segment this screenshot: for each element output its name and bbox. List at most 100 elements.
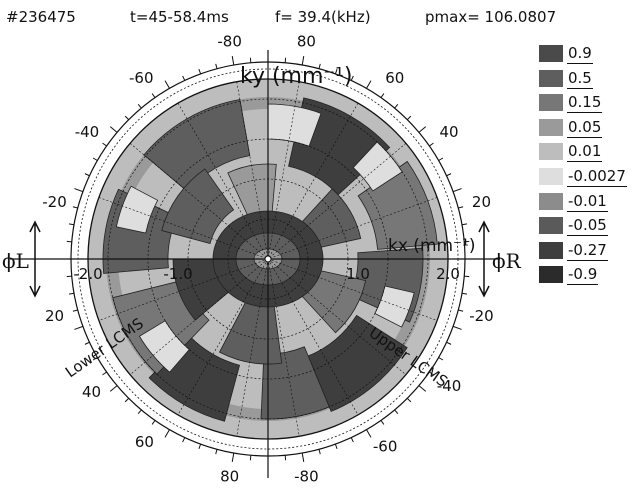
angle-tick-label: 60 [385, 69, 404, 87]
legend-label: -0.05 [567, 216, 608, 237]
angle-tick-mark [301, 56, 305, 66]
angle-tick-label: -40 [437, 377, 462, 395]
legend-swatch [539, 69, 563, 87]
legend-swatch [539, 241, 563, 259]
legend-label: 0.05 [567, 117, 603, 138]
angle-tick-mark [318, 63, 321, 69]
angle-tick-mark [151, 93, 156, 98]
angle-tick-mark [182, 75, 186, 81]
phi-right-label: ϕR [492, 249, 522, 273]
legend-label: 0.5 [567, 68, 593, 89]
angle-tick-mark [92, 357, 98, 361]
x-tick-label: -2.0 [73, 265, 102, 283]
angle-tick-mark [84, 341, 90, 345]
angle-tick-mark [109, 385, 118, 392]
ky-axis-label: ky (mm⁻¹) [240, 64, 352, 89]
frequency: f= 39.4(kHz) [275, 8, 371, 26]
angle-tick-label: 40 [439, 123, 458, 141]
angle-tick-label: -60 [373, 437, 398, 455]
phi-left-label: ϕL [2, 249, 29, 273]
x-tick-label: 2.0 [436, 265, 460, 283]
angle-tick-mark [418, 126, 427, 133]
legend-swatch [539, 217, 563, 235]
angle-tick-mark [394, 103, 399, 109]
angle-tick-label: -60 [129, 69, 154, 87]
angle-tick-mark [231, 56, 235, 66]
contour-region [115, 185, 159, 234]
angle-tick-mark [215, 449, 218, 455]
angle-tick-mark [458, 206, 464, 209]
contour-map [88, 79, 448, 439]
time-window: t=45-58.4ms [130, 8, 229, 26]
legend-label: -0.9 [567, 265, 599, 286]
legend-swatch [539, 118, 563, 136]
legend-label: -0.27 [567, 240, 608, 261]
angle-tick-mark [215, 63, 218, 69]
angle-tick-label: -20 [42, 193, 67, 211]
angle-tick-mark [74, 325, 84, 330]
angle-tick-mark [429, 371, 434, 376]
angle-tick-mark [198, 443, 202, 449]
angle-tick-mark [438, 157, 444, 161]
angle-tick-mark [68, 292, 75, 295]
angle-tick-label: 80 [220, 468, 239, 486]
legend-label: 0.15 [567, 93, 603, 114]
angle-tick-mark [406, 397, 412, 403]
angle-tick-mark [350, 75, 354, 81]
legend-label: -0.0027 [567, 167, 627, 187]
angle-tick-mark [231, 452, 235, 462]
angle-tick-mark [124, 115, 130, 121]
angle-tick-mark [137, 409, 142, 415]
x-tick-label: 1.0 [346, 265, 370, 283]
angle-tick-mark [102, 371, 107, 376]
angle-tick-mark [92, 157, 98, 161]
angle-tick-mark [84, 173, 90, 177]
legend-swatch [539, 168, 563, 185]
angle-tick-mark [350, 437, 354, 443]
angle-tick-label: 40 [82, 383, 101, 401]
contour-region [307, 314, 408, 412]
angle-tick-mark [137, 103, 142, 109]
legend-swatch [539, 143, 563, 161]
angle-tick-mark [452, 325, 462, 330]
angle-tick-label: 60 [135, 433, 154, 451]
angle-tick-mark [74, 188, 84, 193]
angle-tick-mark [458, 309, 464, 312]
angle-tick-mark [318, 449, 321, 455]
angle-tick-mark [446, 341, 452, 345]
angle-tick-mark [380, 420, 385, 425]
contour-region [138, 320, 190, 373]
legend-swatch [539, 192, 563, 210]
angle-tick-mark [301, 452, 305, 462]
angle-tick-mark [334, 69, 338, 75]
angle-tick-mark [182, 437, 186, 443]
angle-tick-mark [164, 80, 170, 89]
kx-axis-label: kx (mm⁻¹) [388, 236, 475, 256]
legend-label: 0.9 [567, 44, 593, 64]
angle-tick-mark [380, 93, 385, 98]
contour-region [374, 285, 415, 328]
angle-tick-mark [418, 385, 427, 392]
legend-swatch [539, 94, 563, 112]
legend-swatch [539, 45, 563, 62]
angle-tick-mark [198, 69, 202, 75]
angle-tick-mark [72, 206, 78, 209]
angle-tick-mark [102, 142, 107, 147]
legend-label: -0.01 [567, 191, 608, 212]
phi-left-arrow [29, 220, 41, 298]
angle-tick-mark [109, 126, 118, 133]
angle-tick-label: 20 [45, 307, 64, 325]
x-tick-label: -1.0 [163, 265, 192, 283]
angle-tick-mark [452, 188, 462, 193]
angle-tick-label: -80 [217, 32, 242, 50]
angle-tick-mark [461, 292, 468, 295]
phi-right-arrow [478, 220, 490, 298]
angle-tick-mark [72, 309, 78, 312]
angle-tick-label: -80 [294, 468, 319, 486]
angle-tick-mark [394, 409, 399, 415]
legend-swatch [539, 266, 563, 284]
angle-tick-mark [461, 223, 468, 226]
origin-marker [264, 255, 272, 263]
angle-tick-mark [366, 429, 372, 438]
angle-tick-mark [446, 173, 452, 177]
